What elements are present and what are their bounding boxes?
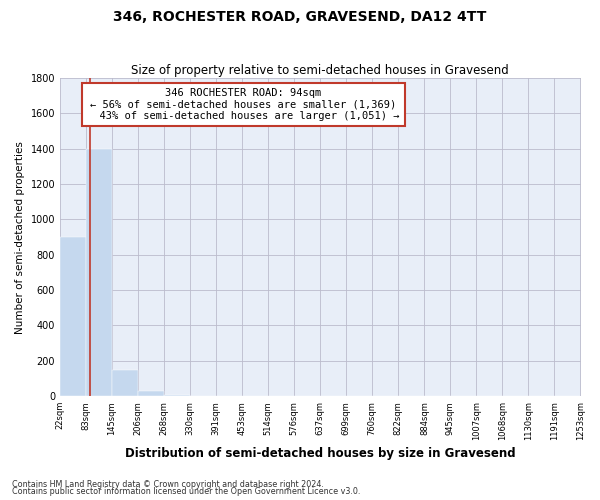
Title: Size of property relative to semi-detached houses in Gravesend: Size of property relative to semi-detach…	[131, 64, 509, 77]
Bar	[60, 237, 86, 396]
Text: Contains public sector information licensed under the Open Government Licence v3: Contains public sector information licen…	[12, 487, 361, 496]
Y-axis label: Number of semi-detached properties: Number of semi-detached properties	[15, 140, 25, 334]
Bar	[164, 395, 190, 396]
Text: 346 ROCHESTER ROAD: 94sqm
← 56% of semi-detached houses are smaller (1,369)
  43: 346 ROCHESTER ROAD: 94sqm ← 56% of semi-…	[87, 88, 400, 122]
Bar	[112, 370, 138, 396]
Bar	[86, 149, 112, 396]
Text: Contains HM Land Registry data © Crown copyright and database right 2024.: Contains HM Land Registry data © Crown c…	[12, 480, 324, 489]
Bar	[138, 391, 164, 396]
Text: 346, ROCHESTER ROAD, GRAVESEND, DA12 4TT: 346, ROCHESTER ROAD, GRAVESEND, DA12 4TT	[113, 10, 487, 24]
X-axis label: Distribution of semi-detached houses by size in Gravesend: Distribution of semi-detached houses by …	[125, 447, 515, 460]
